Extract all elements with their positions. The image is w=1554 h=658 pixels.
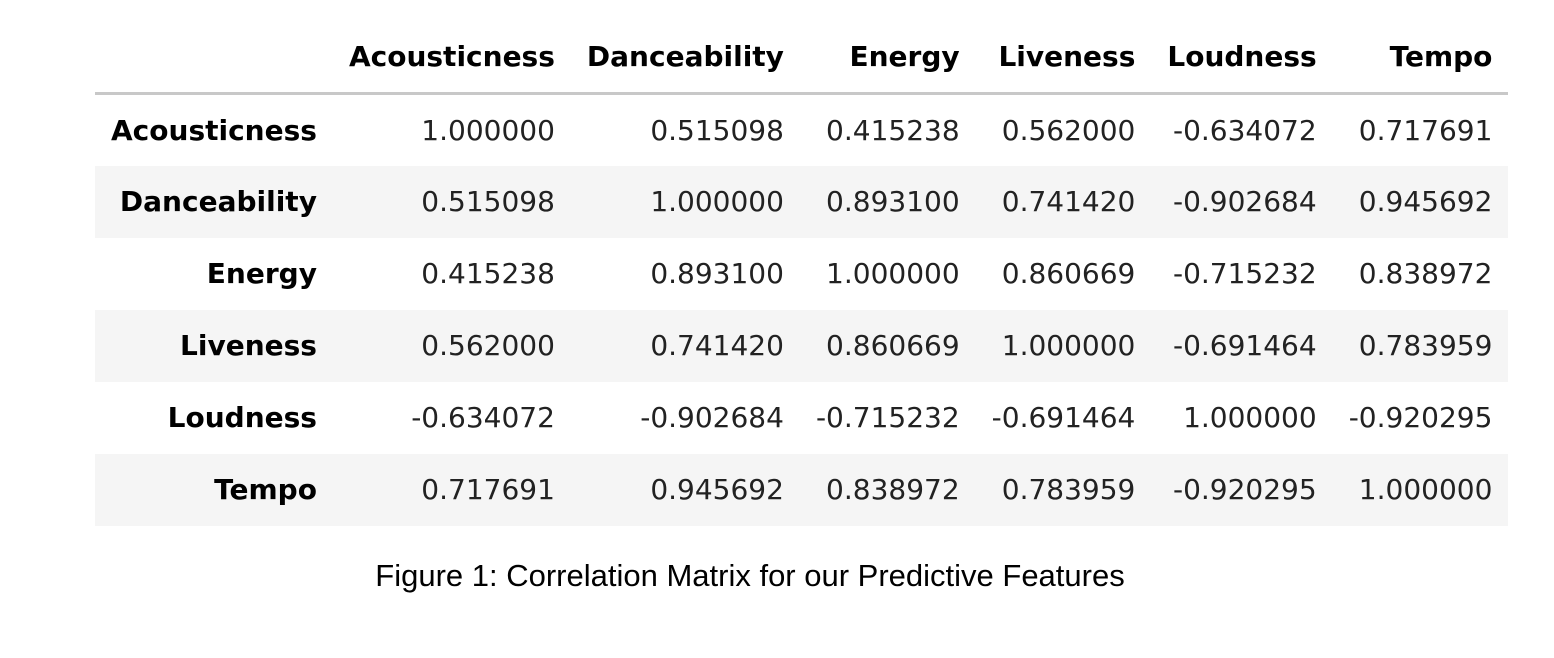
table-row: Danceability 0.515098 1.000000 0.893100 0.74… xyxy=(95,165,1509,238)
row-header: Liveness xyxy=(180,329,317,362)
table-cell: 0.893100 xyxy=(650,257,784,290)
table-cell: 0.415238 xyxy=(826,113,960,147)
table-cell: 0.741420 xyxy=(1001,185,1136,218)
column-header-tempo: Tempo xyxy=(1332,20,1509,95)
table-row: Acousticness 1.000000 0.515098 0.415238 0.56… xyxy=(95,93,1509,166)
row-header: Energy xyxy=(206,257,317,290)
column-header-energy: Energy xyxy=(799,20,976,95)
table-cell: 0.717691 xyxy=(421,473,555,506)
table-cell: 0.741420 xyxy=(650,329,784,362)
table-cell: -0.691464 xyxy=(1172,329,1317,362)
table-row: Tempo 0.717691 0.945692 0.838972 0.783959 -0.… xyxy=(95,453,1509,526)
table-row: Loudness -0.634072 -0.902684 -0.715232 -0.69… xyxy=(95,381,1509,454)
table-cell: 0.783959 xyxy=(1001,473,1136,506)
table-cell: -0.902684 xyxy=(1172,185,1317,218)
table-row: Energy 0.415238 0.893100 1.000000 0.860669 -0… xyxy=(95,237,1509,310)
column-header-loudness: Loudness xyxy=(1151,20,1333,95)
table-cell: -0.715232 xyxy=(815,401,960,434)
table-cell: 1.000000 xyxy=(650,185,784,218)
row-header: Danceability xyxy=(119,185,317,218)
column-header-index xyxy=(95,20,333,95)
table-cell: 0.838972 xyxy=(826,473,960,506)
table-cell: -0.920295 xyxy=(1348,401,1493,434)
table-cell: 0.945692 xyxy=(1358,185,1493,218)
table-cell: -0.634072 xyxy=(411,401,555,434)
table-cell: 1.000000 xyxy=(1183,401,1317,434)
table-cell: -0.715232 xyxy=(1172,257,1317,290)
column-header-acousticness: Acousticness xyxy=(332,20,571,95)
table-cell: 0.515098 xyxy=(650,113,784,147)
row-header: Tempo xyxy=(214,473,317,506)
table-cell: 0.562000 xyxy=(421,329,555,362)
table-cell: 0.860669 xyxy=(1001,257,1136,290)
table-cell: 0.783959 xyxy=(1358,329,1493,362)
table-cell: -0.920295 xyxy=(1172,473,1317,506)
table-cell: 0.838972 xyxy=(1358,257,1493,290)
table-cell: 0.515098 xyxy=(421,185,555,218)
table-cell: -0.902684 xyxy=(640,401,784,434)
table-cell: 1.000000 xyxy=(1358,473,1493,506)
table-cell: 0.717691 xyxy=(1358,113,1493,147)
table-cell: 0.860669 xyxy=(826,329,960,362)
table-cell: 0.893100 xyxy=(826,185,960,218)
correlation-table: Acousticness Danceability Energy Livenes… xyxy=(95,20,1509,526)
table-body: Acousticness 1.000000 0.515098 0.415238 0.56… xyxy=(95,93,1509,526)
table-cell: 0.562000 xyxy=(1001,113,1136,147)
column-header-liveness: Liveness xyxy=(975,20,1152,95)
table-cell: -0.634072 xyxy=(1172,113,1317,147)
table-cell: 1.000000 xyxy=(1001,329,1136,362)
table-cell: 0.945692 xyxy=(650,473,784,506)
table-cell: -0.691464 xyxy=(991,401,1136,434)
table-row: Liveness 0.562000 0.741420 0.860669 1.000000… xyxy=(95,309,1509,382)
header-row: Acousticness Danceability Energy Livenes… xyxy=(95,20,1509,95)
table-cell: 0.415238 xyxy=(421,257,555,290)
table-cell: 1.000000 xyxy=(826,257,960,290)
table-cell: 1.000000 xyxy=(421,113,555,147)
row-header: Loudness xyxy=(167,401,317,434)
figure-caption: Figure 1: Correlation Matrix for our Pre… xyxy=(375,558,1125,593)
column-header-danceability: Danceability xyxy=(570,20,800,95)
table-header: Acousticness Danceability Energy Livenes… xyxy=(95,20,1509,95)
row-header: Acousticness xyxy=(111,113,317,147)
